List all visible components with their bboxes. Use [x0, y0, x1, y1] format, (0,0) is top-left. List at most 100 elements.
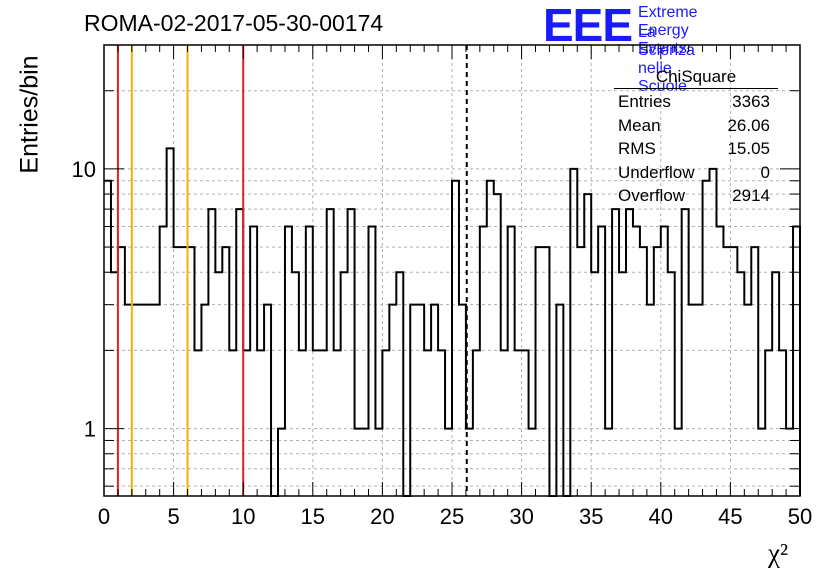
histogram-bin — [542, 247, 549, 496]
histogram-bin — [584, 194, 591, 496]
histogram-bin — [118, 247, 125, 496]
histogram-bin — [368, 227, 375, 496]
histogram-bin — [264, 305, 271, 496]
histogram-bin — [598, 227, 605, 496]
histogram-bin — [201, 305, 208, 496]
histogram-bin — [619, 272, 626, 496]
x-tick-label: 30 — [509, 504, 533, 529]
y-tick-label: 10 — [72, 157, 96, 182]
histogram-bin — [452, 181, 459, 496]
stats-row-overflow: Overflow 2914 — [614, 184, 778, 208]
logo-mark: EEE — [543, 0, 633, 51]
histogram-bin — [111, 272, 118, 496]
histogram-bin — [306, 227, 313, 496]
stats-box: ChiSquare Entries 3363 Mean 26.06 RMS 15… — [614, 67, 778, 208]
histogram-bin — [570, 169, 577, 496]
histogram-bin — [257, 350, 264, 496]
histogram-bin — [125, 305, 132, 496]
histogram-bin — [779, 350, 786, 496]
histogram-bin — [292, 272, 299, 496]
stats-label: Underflow — [618, 162, 695, 182]
histogram-bin — [250, 227, 257, 496]
histogram-bin — [222, 247, 229, 496]
histogram-bin — [737, 272, 744, 496]
y-tick-label: 1 — [84, 417, 96, 442]
stats-row-mean: Mean 26.06 — [614, 114, 778, 138]
histogram-bin — [612, 209, 619, 496]
histogram-bin — [480, 227, 487, 496]
histogram-bin — [334, 350, 341, 496]
histogram-bin — [716, 227, 723, 496]
histogram-bin — [132, 305, 139, 496]
stats-value: 26.06 — [727, 115, 770, 135]
x-tick-label: 0 — [98, 504, 110, 529]
stats-label: Mean — [618, 115, 661, 135]
histogram-bin — [522, 350, 529, 496]
x-tick-label: 35 — [579, 504, 603, 529]
stats-label: Overflow — [618, 186, 686, 205]
x-tick-label: 25 — [440, 504, 464, 529]
histogram-bin — [710, 169, 717, 496]
histogram-bin — [417, 305, 424, 496]
histogram-bin — [501, 350, 508, 496]
histogram-bin — [236, 209, 243, 496]
histogram-bin — [591, 272, 598, 496]
histogram-bin — [577, 247, 584, 496]
histogram-bin — [723, 247, 730, 496]
histogram-bin — [633, 227, 640, 496]
histogram-bin — [188, 247, 195, 496]
histogram-bin — [174, 247, 181, 496]
histogram-bin — [431, 305, 438, 496]
histogram-bin — [181, 247, 188, 496]
histogram-bin — [682, 209, 689, 496]
histogram-bin — [243, 350, 250, 496]
stats-label: Entries — [618, 92, 671, 111]
histogram-bin — [487, 181, 494, 496]
histogram-bin — [751, 247, 758, 496]
histogram-bin — [765, 350, 772, 496]
stats-row-entries: Entries 3363 — [614, 90, 778, 114]
histogram-outline — [104, 147, 801, 497]
histogram-bin — [654, 247, 661, 496]
stats-title: ChiSquare — [614, 67, 778, 89]
histogram-bin — [299, 350, 306, 496]
stats-value: 2914 — [732, 186, 770, 205]
histogram-bin — [661, 227, 668, 496]
histogram-bin — [647, 305, 654, 496]
x-tick-label: 20 — [370, 504, 394, 529]
histogram-bin — [348, 209, 355, 496]
x-tick-label: 40 — [649, 504, 673, 529]
histogram-bin — [640, 247, 647, 496]
histogram-bin — [215, 272, 222, 496]
histogram-bin — [104, 181, 111, 496]
stats-label: RMS — [618, 139, 656, 158]
x-tick-label: 50 — [788, 504, 812, 529]
histogram-bin — [536, 247, 543, 496]
histogram-bin — [153, 305, 160, 496]
histogram-bin — [382, 350, 389, 496]
x-tick-label: 5 — [167, 504, 179, 529]
histogram-bin — [389, 305, 396, 496]
x-tick-label: 10 — [231, 504, 255, 529]
histogram-bin — [668, 272, 675, 496]
histogram-bin — [508, 227, 515, 496]
stats-value: 0 — [760, 162, 770, 182]
x-axis-label: χ² — [768, 538, 789, 568]
histogram-bin — [730, 247, 737, 496]
histogram-bin — [320, 350, 327, 496]
histogram-bin — [494, 194, 501, 496]
histogram-bin — [703, 181, 710, 496]
x-tick-label: 15 — [301, 504, 325, 529]
histogram-bin — [696, 305, 703, 496]
histogram-bin — [160, 227, 167, 496]
histogram-bin — [772, 272, 779, 496]
x-tick-label: 45 — [718, 504, 742, 529]
histogram-bin — [146, 305, 153, 496]
histogram-bin — [167, 148, 174, 496]
histogram-bin — [139, 305, 146, 496]
histogram-bin — [473, 350, 480, 496]
stats-row-rms: RMS 15.05 — [614, 137, 778, 161]
histogram-bin — [313, 350, 320, 496]
